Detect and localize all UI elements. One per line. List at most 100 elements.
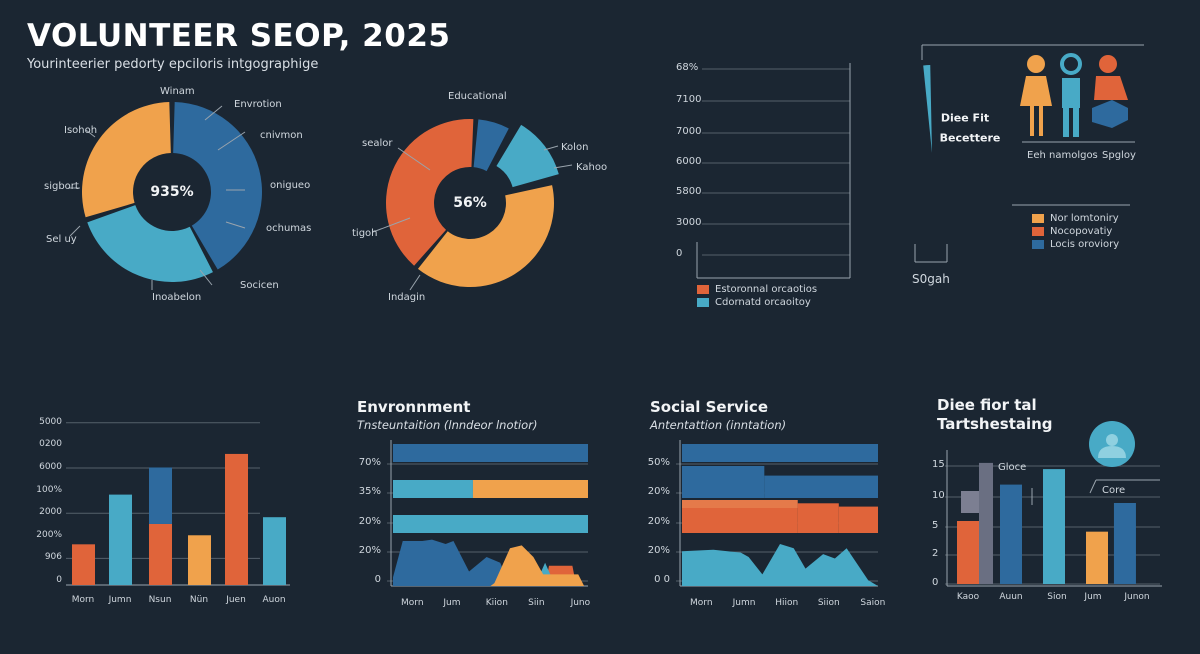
person-icon (1027, 55, 1045, 73)
y-tick-label: 0 (56, 575, 62, 585)
x-tick-label: Jumn (732, 598, 756, 608)
band-bar (682, 500, 798, 508)
donut-label: Sel uy (46, 234, 77, 245)
legend-label: Nocopovatiy (1050, 226, 1113, 237)
pie-slice (903, 71, 1015, 236)
y-tick-label: 7000 (676, 126, 702, 137)
briefcase-icon (1092, 100, 1128, 128)
legend-item: Nocopovatiy (1032, 226, 1112, 237)
y-tick-label: 0200 (39, 439, 62, 450)
person-icon (1060, 53, 1082, 75)
x-tick-label: Siion (817, 598, 840, 608)
x-tick-label: Morn (401, 598, 424, 608)
band-bar (682, 444, 878, 462)
leader-line (543, 145, 559, 151)
user-group-icon (1098, 446, 1126, 458)
donut-label: onigueo (270, 180, 311, 191)
y-tick-label: 0 (932, 577, 939, 588)
pie-slice (923, 65, 932, 153)
donut-label: cnivmon (260, 130, 303, 141)
x-tick-label: Sion (1047, 592, 1067, 602)
donut-label: Envrotion (234, 99, 282, 110)
bar (957, 521, 979, 584)
pie-slice (87, 205, 213, 283)
chart-title: Social Service (650, 398, 768, 416)
donut-center-value: 935% (150, 184, 194, 200)
y-tick-label: 0 0 (654, 574, 670, 585)
legend-item: Nor lomtoniry (1032, 213, 1119, 224)
x-tick-label: Kiion (485, 598, 508, 608)
y-tick-label: 20% (647, 516, 670, 527)
legend-label: Nor lomtoniry (1050, 213, 1119, 224)
donut-label: sigbort (44, 181, 79, 192)
donut-label: Indagin (388, 292, 426, 303)
bar (109, 494, 132, 585)
donut-label: sealor (362, 138, 393, 149)
bar (1000, 484, 1022, 584)
y-tick-label: 5 (932, 520, 939, 531)
x-tick-label: Siin (528, 598, 545, 608)
chart-subtitle: Antentattion (inntation) (650, 418, 787, 432)
y-tick-label: 100% (36, 484, 62, 495)
y-tick-label: 0 (676, 248, 683, 259)
x-tick-label: Juno (570, 598, 591, 608)
user-group-icon (1106, 434, 1118, 446)
leader-line (397, 147, 431, 171)
x-tick-label: Auon (262, 595, 286, 605)
bar (149, 523, 172, 585)
x-tick-label: Morn (71, 595, 95, 605)
legend-item: Estoronnal orcaotios (697, 284, 817, 295)
band-bar (393, 515, 588, 533)
x-tick-label: Saion (860, 598, 886, 608)
leader-line (409, 274, 421, 291)
leader-line (217, 131, 246, 151)
legend-item: Locis oroviory (1032, 239, 1119, 250)
donut-label: Winam (160, 86, 195, 97)
bar (1086, 531, 1108, 584)
x-tick-label: Kaoo (956, 592, 980, 602)
y-tick-label: 5800 (676, 186, 702, 197)
chart-title-line1: Diee fior tal (937, 396, 1037, 414)
leader-line (553, 164, 573, 169)
leader-line (225, 221, 246, 229)
y-tick-label: 10 (932, 490, 945, 501)
y-tick-label: 20% (358, 516, 381, 527)
bar (188, 535, 211, 585)
page-subtitle: Yourinteerier pedorty epciloris intgogra… (27, 57, 319, 72)
y-tick-label: 200% (36, 529, 62, 540)
band-bar (682, 466, 765, 498)
icon-label: Spgloy (1102, 150, 1136, 161)
donut-label: ochumas (266, 223, 312, 234)
pie-slice (82, 102, 171, 218)
donut-center-value: 56% (453, 195, 487, 211)
annotation: Core (1102, 485, 1126, 496)
x-tick-label: Hiion (775, 598, 799, 608)
bar (149, 467, 172, 524)
y-tick-label: 20% (647, 486, 670, 497)
person-icon (1073, 108, 1079, 137)
person-icon (1062, 78, 1080, 108)
person-icon (1030, 106, 1034, 136)
y-tick-label: 3000 (676, 217, 702, 228)
pie-slice (386, 118, 474, 266)
x-tick-label: Nsun (148, 595, 172, 605)
bar (263, 517, 286, 585)
y-tick-label: 20% (358, 545, 381, 556)
x-tick-label: Auun (999, 592, 1023, 602)
y-tick-label: 2 (932, 548, 939, 559)
leader-line (199, 269, 213, 286)
y-tick-label: 6000 (676, 156, 702, 167)
chart-subtitle: Tnsteuntaition (lnndeor lnotior) (357, 418, 538, 432)
chart-title: Envronnment (357, 398, 471, 416)
y-tick-label: 2000 (39, 507, 62, 518)
pie-xlabel: S0gah (912, 272, 950, 286)
donut-label: Kahoo (576, 162, 608, 173)
y-tick-label: 6000 (39, 462, 62, 472)
person-icon (1039, 106, 1043, 136)
y-tick-label: 5000 (39, 416, 62, 427)
y-tick-label: 50% (647, 457, 670, 468)
legend-label: Cdornatd orcaoitoy (715, 297, 811, 308)
icon-label: Eeh namolgos (1027, 150, 1098, 161)
bar (225, 453, 248, 585)
